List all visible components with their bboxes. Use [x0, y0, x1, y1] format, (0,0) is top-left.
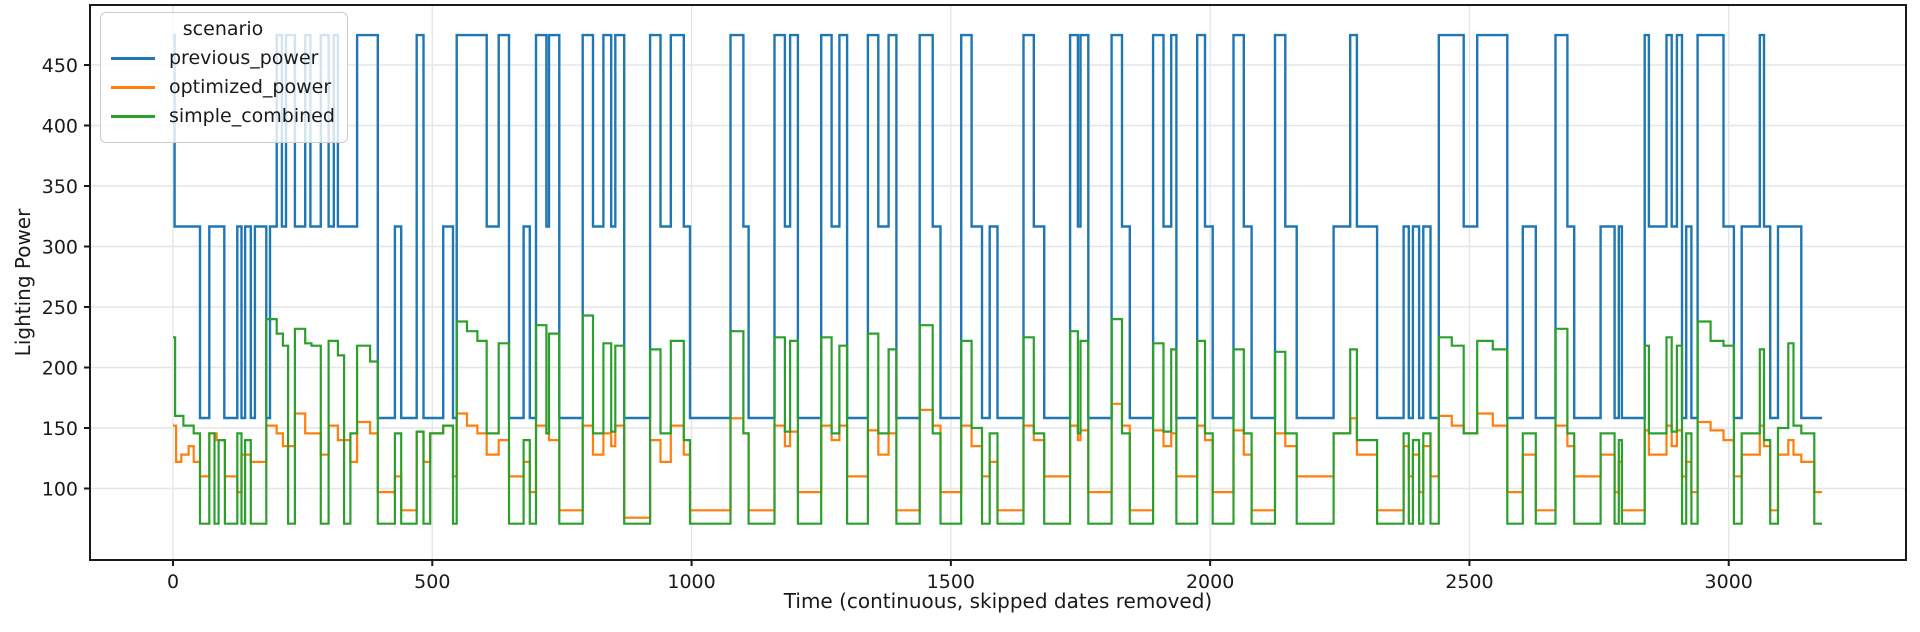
legend-label-simple-combined: simple_combined [169, 105, 335, 127]
legend-item-simple-combined: simple_combined [111, 105, 335, 127]
y-tick-label: 100 [42, 479, 78, 501]
x-tick-label: 0 [167, 571, 179, 593]
x-tick-label: 2500 [1445, 571, 1493, 593]
y-tick-label: 450 [42, 55, 78, 77]
legend-title: scenario [182, 18, 264, 40]
x-tick-label: 1000 [667, 571, 715, 593]
x-axis-label: Time (continuous, skipped dates removed) [783, 589, 1212, 613]
legend-item-optimized-power: optimized_power [111, 76, 335, 98]
legend-item-previous-power: previous_power [111, 47, 335, 69]
axes-spines [89, 4, 1907, 561]
x-tick-label: 1500 [927, 571, 975, 593]
legend: scenario previous_power optimized_power … [100, 12, 348, 143]
legend-line-simple-combined [111, 114, 155, 118]
series-line-previous_power [173, 33, 1823, 420]
legend-line-previous-power [111, 56, 155, 60]
y-tick-label: 250 [42, 297, 78, 319]
y-tick-label: 200 [42, 358, 78, 380]
legend-label-previous-power: previous_power [169, 47, 319, 69]
x-tick-label: 500 [414, 571, 450, 593]
legend-line-optimized-power [111, 85, 155, 89]
y-tick-label: 400 [42, 116, 78, 138]
legend-label-optimized-power: optimized_power [169, 76, 332, 98]
y-tick-label: 350 [42, 176, 78, 198]
series-line-optimized_power [173, 402, 1823, 519]
x-tick-label: 3000 [1705, 571, 1753, 593]
y-tick-label: 150 [42, 418, 78, 440]
x-tick-label: 2000 [1186, 571, 1234, 593]
y-tick-label: 300 [42, 237, 78, 259]
series-line-simple_combined [173, 314, 1823, 525]
y-axis-label: Lighting Power [11, 208, 35, 356]
